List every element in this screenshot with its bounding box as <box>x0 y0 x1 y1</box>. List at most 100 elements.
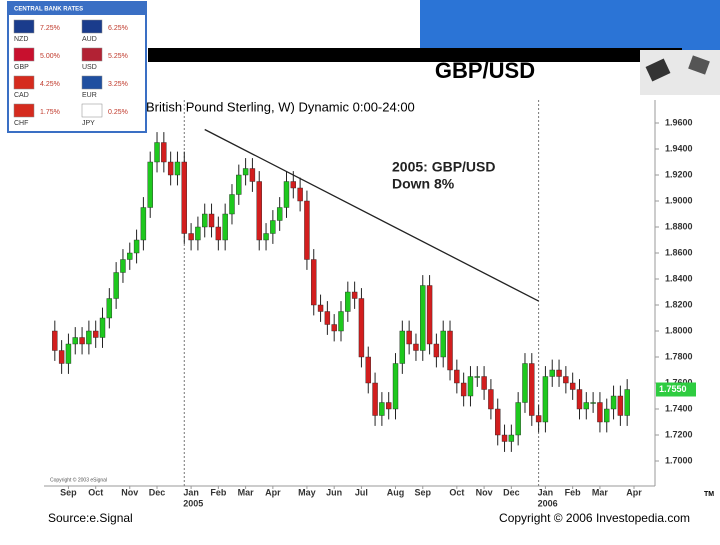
copyright: Copyright © 2006 Investopedia.com <box>499 511 690 525</box>
title-bar <box>148 48 682 62</box>
x-tick-label: Mar <box>238 487 255 497</box>
candle-body <box>229 194 235 215</box>
candle-body <box>263 233 269 241</box>
x-tick-label: Oct <box>449 487 464 497</box>
candle-body <box>406 330 412 345</box>
currency-code: USD <box>82 64 97 71</box>
candle-body <box>99 317 106 338</box>
candle-body <box>569 382 576 390</box>
y-tick-label: 1.7200 <box>665 429 693 439</box>
candle-body <box>522 363 528 403</box>
candle-body <box>447 330 453 371</box>
candle-body <box>161 142 167 163</box>
currency-code: AUD <box>82 36 97 43</box>
candle-body <box>222 213 228 241</box>
y-tick-label: 1.8000 <box>665 325 693 335</box>
candle-body <box>474 376 480 378</box>
candle-body <box>133 239 140 254</box>
candle-body <box>65 343 72 364</box>
candle-body <box>324 311 331 325</box>
candle-body <box>583 402 590 410</box>
candle-body <box>542 376 549 423</box>
candle-body <box>208 213 215 228</box>
flag <box>13 75 35 90</box>
candle-body <box>515 402 521 436</box>
rate: 4.25% <box>40 81 60 88</box>
candle-body <box>358 298 365 358</box>
candle-body <box>392 363 399 410</box>
last-price-box <box>656 382 696 397</box>
x-tick-label: Feb <box>210 487 227 497</box>
x-tick-label: May <box>298 487 316 497</box>
candle-body <box>590 402 596 404</box>
trademark: TM <box>704 491 714 498</box>
candle-body <box>495 408 501 436</box>
flag <box>13 47 35 62</box>
candle-body <box>236 174 242 195</box>
rate: 7.25% <box>40 25 60 32</box>
candle-body <box>624 389 630 416</box>
x-tick-label: Dec <box>503 487 520 497</box>
candle-body <box>106 298 113 319</box>
x-tick-label: Sep <box>60 487 77 497</box>
candle-body <box>529 363 535 416</box>
candle-body <box>454 369 460 384</box>
candle-body <box>372 382 378 416</box>
candle-body <box>202 213 208 228</box>
y-tick-label: 1.9600 <box>665 117 693 127</box>
candle-body <box>426 285 433 345</box>
candle-body <box>58 350 65 364</box>
annotation: Down 8% <box>392 176 455 192</box>
candle-body <box>604 408 610 423</box>
candle-body <box>120 259 126 273</box>
candle-body <box>433 343 440 358</box>
candle-body <box>304 200 310 260</box>
candle-body <box>276 207 283 221</box>
candle-body <box>154 142 160 163</box>
currency-code: JPY <box>82 120 95 127</box>
flag <box>13 103 35 118</box>
candle-body <box>345 291 351 312</box>
rates-title: CENTRAL BANK RATES <box>14 7 83 13</box>
corner-icon <box>640 50 720 95</box>
flag <box>13 19 35 34</box>
x-tick-label: Apr <box>265 487 281 497</box>
candle-body <box>597 402 603 423</box>
rate: 3.25% <box>108 81 128 88</box>
candle-body <box>113 272 119 299</box>
candle-body <box>181 161 187 234</box>
candle-body <box>467 376 474 397</box>
candle-body <box>351 291 358 299</box>
candle-body <box>52 330 58 351</box>
last-price-label: 1.7550 <box>659 384 687 394</box>
candle-body <box>242 168 249 176</box>
y-tick-label: 1.9400 <box>665 143 693 153</box>
chart-title: British Pound Sterling, W) Dynamic 0:00-… <box>146 99 415 114</box>
candle-body <box>440 330 446 358</box>
candle-body <box>147 161 153 208</box>
y-tick-label: 1.8400 <box>665 273 693 283</box>
candle-body <box>617 395 624 416</box>
y-tick-label: 1.7000 <box>665 455 693 465</box>
y-tick-label: 1.8600 <box>665 247 693 257</box>
candle-body <box>127 252 133 260</box>
candle-body <box>549 369 555 377</box>
currency-code: CHF <box>14 120 28 127</box>
candle-body <box>249 168 256 182</box>
flag <box>81 75 103 90</box>
x-tick-label: Jan <box>538 487 554 497</box>
flag <box>81 47 103 62</box>
candle-body <box>576 389 583 410</box>
year-label: 2006 <box>538 498 558 508</box>
y-tick-label: 1.9200 <box>665 169 693 179</box>
candle-body <box>256 181 262 241</box>
rate: 5.25% <box>108 53 128 60</box>
candle-body <box>283 181 290 208</box>
slide-title: GBP/USD <box>435 58 535 83</box>
candle-body <box>167 161 174 176</box>
x-tick-label: Jan <box>183 487 199 497</box>
candle-body <box>508 434 515 442</box>
x-tick-label: Dec <box>149 487 166 497</box>
x-tick-label: Jul <box>355 487 368 497</box>
candle-body <box>399 330 406 364</box>
